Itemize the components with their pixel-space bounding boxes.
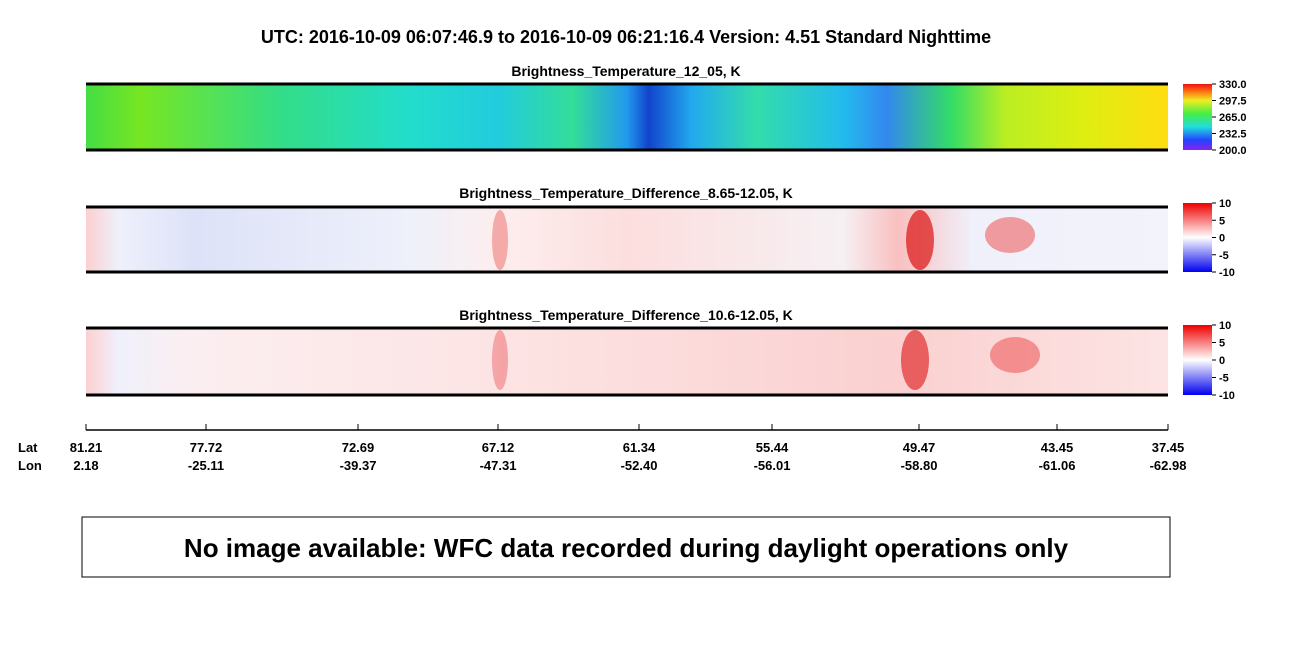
- colorbar-label: -5: [1219, 373, 1229, 385]
- colorbar-label: 297.5: [1219, 96, 1247, 108]
- colorbar-label: 5: [1219, 338, 1225, 350]
- colorbar-label: -10: [1219, 267, 1235, 279]
- colorbar-label: 10: [1219, 198, 1231, 210]
- lon-value: 2.18: [73, 458, 98, 473]
- lat-value: 61.34: [623, 440, 656, 455]
- lat-label: Lat: [18, 440, 38, 455]
- image-strip: [86, 84, 1168, 150]
- lat-value: 49.47: [903, 440, 936, 455]
- lon-value: -62.98: [1150, 458, 1187, 473]
- lon-value: -58.80: [901, 458, 938, 473]
- patch: [990, 337, 1040, 373]
- lon-value: -39.37: [340, 458, 377, 473]
- colorbar-label: -10: [1219, 390, 1235, 402]
- colorbar: [1183, 84, 1212, 150]
- colorbar-label: 10: [1219, 320, 1231, 332]
- patch: [492, 330, 508, 390]
- colorbar-label: 200.0: [1219, 145, 1247, 157]
- lon-value: -52.40: [621, 458, 658, 473]
- colorbar-label: 232.5: [1219, 129, 1247, 141]
- panel-title: Brightness_Temperature_12_05, K: [511, 63, 740, 79]
- lon-value: -25.11: [188, 458, 224, 473]
- message-box: [81, 516, 1171, 578]
- colorbar: [1183, 325, 1212, 395]
- panel-title: Brightness_Temperature_Difference_10.6-1…: [459, 307, 793, 323]
- colorbar-label: 5: [1219, 215, 1225, 227]
- colorbar-label: 265.0: [1219, 112, 1247, 124]
- patch: [906, 210, 934, 270]
- patch: [492, 210, 508, 270]
- lat-value: 81.21: [70, 440, 103, 455]
- lon-value: -61.06: [1039, 458, 1076, 473]
- message: No image available: WFC data recorded du…: [184, 533, 1069, 563]
- lat-value: 67.12: [482, 440, 515, 455]
- lat-value: 77.72: [190, 440, 223, 455]
- colorbar-label: -5: [1219, 250, 1229, 262]
- patch: [985, 217, 1035, 253]
- title: UTC: 2016-10-09 06:07:46.9 to 2016-10-09…: [261, 27, 991, 47]
- lon-label: Lon: [18, 458, 42, 473]
- lat-value: 37.45: [1152, 440, 1185, 455]
- image-strip: [86, 328, 1168, 395]
- panel-title: Brightness_Temperature_Difference_8.65-1…: [459, 185, 793, 201]
- colorbar-label: 0: [1219, 233, 1225, 245]
- patch: [901, 330, 929, 390]
- lat-value: 43.45: [1041, 440, 1074, 455]
- colorbar-label: 0: [1219, 355, 1225, 367]
- lat-value: 55.44: [756, 440, 789, 455]
- colorbar: [1183, 203, 1212, 272]
- lon-value: -47.31: [480, 458, 517, 473]
- lon-value: -56.01: [754, 458, 791, 473]
- lat-value: 72.69: [342, 440, 375, 455]
- colorbar-label: 330.0: [1219, 79, 1247, 91]
